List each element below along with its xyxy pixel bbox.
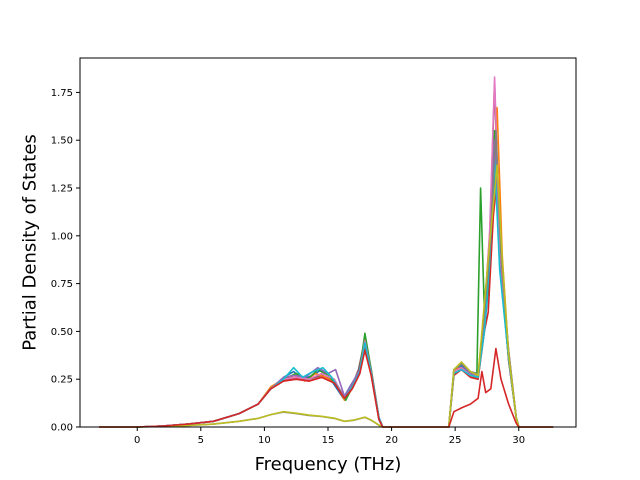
series-line-10 bbox=[99, 164, 554, 428]
x-axis-label: Frequency (THz) bbox=[255, 454, 402, 475]
y-tick-label: 0.50 bbox=[51, 327, 73, 338]
y-tick-label: 0.00 bbox=[51, 423, 73, 434]
y-tick-label: 1.75 bbox=[51, 88, 73, 99]
series-line-11 bbox=[99, 347, 554, 428]
y-axis-ticks: 0.00 0.25 0.50 0.75 1.00 1.25 1.50 1.75 bbox=[51, 88, 80, 434]
series-layer bbox=[99, 76, 554, 428]
y-tick-label: 0.25 bbox=[51, 375, 73, 386]
x-tick-label: 0 bbox=[134, 435, 140, 446]
y-tick-label: 1.00 bbox=[51, 231, 73, 242]
x-tick-label: 5 bbox=[198, 435, 204, 446]
x-tick-label: 15 bbox=[322, 435, 335, 446]
y-tick-label: 1.50 bbox=[51, 136, 73, 147]
x-axis-ticks: 0 5 10 15 20 25 30 bbox=[134, 427, 525, 446]
y-tick-label: 0.75 bbox=[51, 279, 73, 290]
x-tick-label: 30 bbox=[512, 435, 525, 446]
x-tick-label: 10 bbox=[258, 435, 271, 446]
y-axis-label: Partial Density of States bbox=[19, 134, 40, 351]
x-tick-label: 25 bbox=[449, 435, 462, 446]
y-tick-label: 1.25 bbox=[51, 184, 73, 195]
x-tick-label: 20 bbox=[385, 435, 398, 446]
